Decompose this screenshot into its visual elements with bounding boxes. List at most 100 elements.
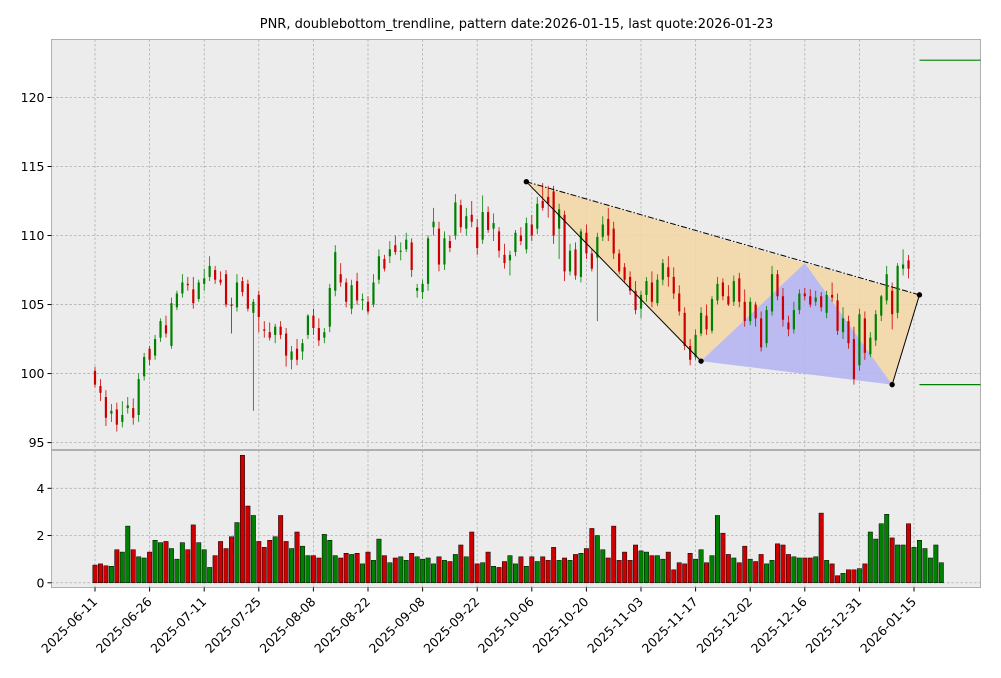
x-tick-label: 2025-06-11	[38, 594, 100, 656]
candle-body	[132, 408, 135, 418]
candle-body	[181, 282, 184, 294]
volume-bar	[125, 525, 131, 584]
volume-bar	[638, 550, 644, 584]
candle-body	[143, 357, 146, 377]
volume-bar	[714, 515, 720, 584]
candle-body	[503, 254, 506, 264]
volume-bar	[736, 562, 742, 584]
volume-bar	[354, 553, 360, 584]
volume-bar	[704, 562, 709, 584]
volume-bar	[589, 528, 595, 584]
volume-bar	[911, 547, 917, 584]
volume-bar	[551, 547, 557, 584]
volume-bar	[289, 548, 295, 584]
candle-body	[301, 343, 304, 352]
candle-body	[192, 289, 195, 304]
candle-body	[847, 321, 850, 344]
volume-bar	[316, 557, 322, 584]
volume-bar	[775, 543, 780, 584]
candle-body	[869, 337, 872, 355]
price-tick-label: 100	[21, 366, 45, 381]
volume-bar	[267, 540, 273, 584]
pattern-point	[523, 178, 530, 185]
candle-body	[536, 203, 539, 229]
x-tick-label: 2025-10-20	[530, 594, 592, 656]
candle-body	[186, 283, 189, 286]
upper-triangle-right	[804, 263, 920, 385]
volume-bar	[321, 534, 327, 584]
candle-body	[115, 409, 118, 425]
volume-series	[92, 454, 944, 584]
candle-body	[203, 278, 206, 284]
volume-bar	[829, 563, 835, 584]
volume-bar	[349, 554, 355, 584]
pattern-leg-1	[525, 181, 702, 362]
volume-bar	[480, 562, 486, 584]
volume-bar	[365, 551, 371, 584]
volume-bar	[201, 549, 207, 584]
volume-bar	[644, 551, 649, 584]
volume-bar	[196, 542, 202, 584]
volume-bar	[360, 563, 365, 584]
candle-body	[121, 414, 124, 422]
candle-body	[306, 315, 310, 335]
candle-body	[798, 293, 801, 311]
candle-body	[836, 300, 839, 331]
volume-bar	[398, 556, 404, 584]
volume-bar	[573, 554, 578, 584]
volume-bar	[769, 560, 775, 584]
volume-bar	[605, 557, 611, 584]
candle-body	[907, 260, 910, 269]
candlestick-series	[93, 183, 910, 432]
x-tick-label: 2025-11-17	[639, 594, 701, 656]
candle-body	[312, 315, 315, 329]
candle-body	[525, 223, 528, 250]
volume-bar	[780, 544, 786, 584]
volume-bar	[409, 553, 415, 584]
candle-body	[361, 299, 364, 301]
volume-bar	[796, 557, 802, 584]
candle-body	[159, 321, 162, 338]
candle-body	[710, 299, 714, 331]
candle-body	[197, 282, 200, 300]
volume-bar	[381, 555, 387, 584]
candle-body	[781, 296, 785, 320]
candle-body	[426, 238, 430, 284]
volume-bar	[523, 565, 529, 584]
candle-body	[465, 216, 468, 229]
volume-bar	[441, 560, 447, 584]
candle-body	[350, 285, 353, 309]
volume-bar	[654, 555, 660, 584]
candle-body	[317, 328, 320, 341]
x-tick-label: 2025-10-06	[475, 594, 537, 656]
volume-bar	[458, 544, 464, 584]
candle-body	[219, 279, 222, 283]
volume-bar	[758, 554, 764, 584]
candle-body	[721, 282, 724, 297]
volume-bar	[278, 515, 284, 584]
volume-bar	[392, 557, 398, 584]
candle-body	[372, 282, 375, 305]
volume-bar	[671, 569, 677, 584]
volume-bar	[900, 544, 906, 584]
candle-body	[279, 326, 282, 335]
candle-body	[874, 314, 877, 341]
volume-bar	[371, 560, 376, 584]
volume-bar	[698, 549, 704, 584]
volume-bar	[927, 557, 933, 584]
candle-body	[104, 397, 108, 418]
x-tick-label: 2025-08-22	[311, 594, 373, 656]
candle-body	[792, 310, 795, 330]
candle-body	[487, 212, 490, 231]
volume-bar	[190, 524, 196, 584]
volume-bar	[272, 536, 278, 584]
volume-bar	[452, 554, 458, 584]
candle-body	[770, 274, 774, 312]
candle-body	[224, 274, 228, 305]
candle-body	[230, 304, 233, 306]
volume-bar	[431, 563, 436, 584]
candle-body	[716, 283, 719, 301]
candle-body	[590, 253, 593, 269]
candle-body	[814, 297, 817, 302]
